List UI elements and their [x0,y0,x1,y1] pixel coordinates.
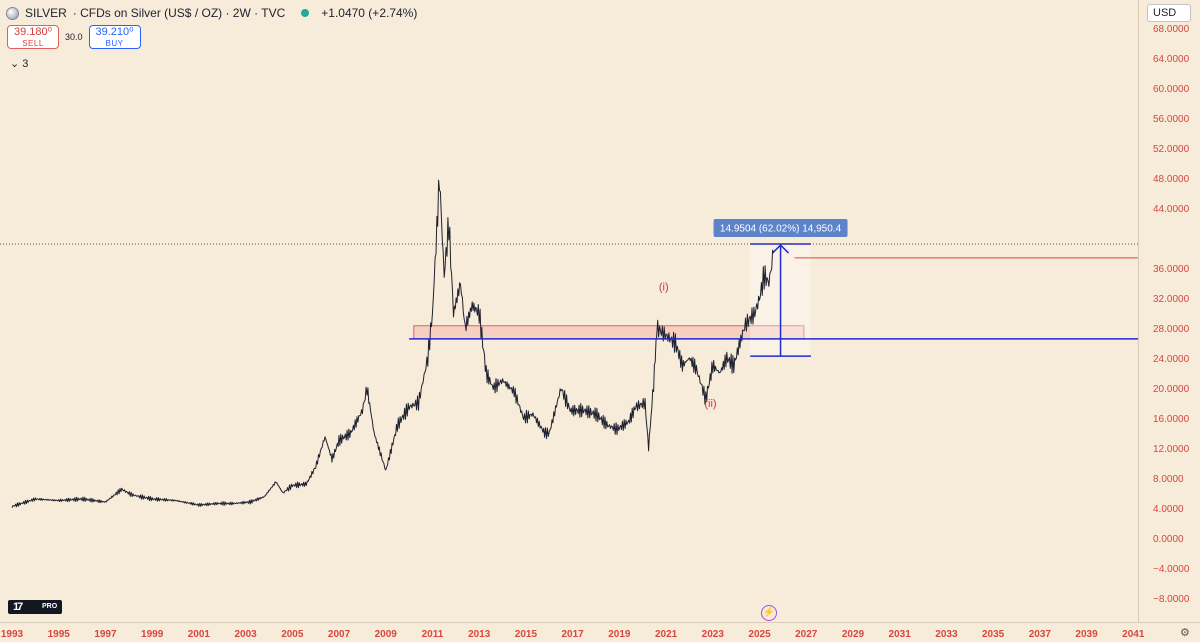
chart-header: SILVER · CFDs on Silver (US$ / OZ) · 2W … [6,4,417,22]
y-tick-label: 64.0000 [1153,54,1190,65]
x-tick-label: 2017 [562,629,585,640]
x-tick-label: 2025 [748,629,771,640]
x-tick-label: 2041 [1122,629,1145,640]
x-tick-label: 2003 [234,629,257,640]
market-open-dot-icon [301,9,310,17]
settings-icon[interactable]: ⚙ [1180,627,1190,639]
x-tick-label: 2027 [795,629,818,640]
sell-price: 39.180⁰ [13,26,53,38]
sell-label: SELL [22,39,44,48]
y-tick-label: −4.0000 [1153,564,1190,575]
price-change: +1.0470 (+2.74%) [321,6,418,20]
indicators-toggle[interactable]: ⌄ 3 [10,57,28,70]
wave-label-1: (i) [659,282,669,294]
currency-select[interactable]: USD [1147,4,1191,22]
y-tick-label: 16.0000 [1153,414,1190,425]
range-measure-label-bg [713,219,848,238]
x-tick-label: 2015 [515,629,538,640]
annotations-layer: (i) (ii) [659,282,717,410]
y-tick-label: 56.0000 [1153,114,1190,125]
lightning-icon[interactable]: ⚡ [761,605,777,621]
buy-price: 39.210⁰ [95,26,134,38]
y-tick-label: 20.0000 [1153,384,1190,395]
chevron-down-icon: ⌄ [10,58,20,70]
x-tick-label: 2031 [889,629,912,640]
x-tick-label: 1997 [94,629,117,640]
x-tick-label: 2029 [842,629,865,640]
y-tick-label: 8.0000 [1153,474,1184,485]
x-axis: 1993 1995 1997 1999 2001 2003 2005 2007 2009 2011… [0,622,1200,640]
trade-panel: 39.180⁰ SELL 30.0 39.210⁰ BUY [7,25,141,49]
range-measure-label: 14.9504 (62.02%) 14,950.4 [720,224,842,235]
x-tick-label: 2019 [608,629,631,640]
spread-value: 30.0 [65,32,83,42]
x-tick-label: 2005 [281,629,304,640]
x-tick-label: 2009 [375,629,398,640]
buy-button[interactable]: 39.210⁰ BUY [88,25,141,49]
y-tick-label: 32.0000 [1153,294,1190,305]
y-tick-label: 60.0000 [1153,84,1190,95]
y-tick-label: −8.0000 [1153,594,1190,605]
y-tick-label: 36.0000 [1153,264,1190,275]
x-tick-label: 2037 [1029,629,1052,640]
symbol-name[interactable]: SILVER [25,6,67,20]
y-tick-label: 4.0000 [1153,504,1184,515]
symbol-description: · CFDs on Silver (US$ / OZ) · 2W · TVC [72,6,286,20]
x-tick-label: 2013 [468,629,491,640]
y-axis: 68.0000 64.0000 60.0000 56.0000 52.0000 48.00… [1138,0,1200,642]
x-tick-label: 2021 [655,629,678,640]
currency-label: USD [1153,7,1177,19]
x-tick-label: 2023 [702,629,725,640]
x-tick-label: 2039 [1075,629,1098,640]
tradingview-logo[interactable]: 17 PRO [8,600,62,614]
y-tick-label: 24.0000 [1153,354,1190,365]
price-series-line [11,179,774,508]
x-tick-label: 1999 [141,629,164,640]
x-tick-label: 2001 [188,629,211,640]
y-axis-background [1138,0,1200,642]
y-tick-label: 48.0000 [1153,174,1190,185]
range-measure-layer: 14.9504 (62.02%) 14,950.4 [713,219,848,357]
pro-badge: PRO [42,603,58,610]
y-tick-label: 44.0000 [1153,204,1190,215]
x-tick-label: 2011 [422,629,444,640]
range-measure-arrow-head [772,243,790,254]
x-tick-label: 1995 [48,629,71,640]
price-series-layer [11,179,774,508]
sell-button[interactable]: 39.180⁰ SELL [7,25,59,49]
silver-coin-icon [6,6,19,20]
x-tick-label: 1993 [1,629,24,640]
y-tick-label: 0.0000 [1153,534,1184,545]
wave-label-2: (ii) [704,398,716,410]
x-tick-label: 2033 [935,629,958,640]
x-tick-label: 2035 [982,629,1005,640]
y-tick-label: 68.0000 [1153,24,1190,35]
y-tick-label: 12.0000 [1153,444,1190,455]
x-tick-label: 2007 [328,629,351,640]
indicator-count: 3 [22,58,29,70]
y-tick-label: 52.0000 [1153,144,1190,155]
y-tick-label: 28.0000 [1153,324,1190,335]
resistance-zone-box [413,325,805,340]
tradingview-mark: 17 [13,601,23,613]
resistance-zone-layer [413,325,805,340]
buy-label: BUY [105,39,124,48]
